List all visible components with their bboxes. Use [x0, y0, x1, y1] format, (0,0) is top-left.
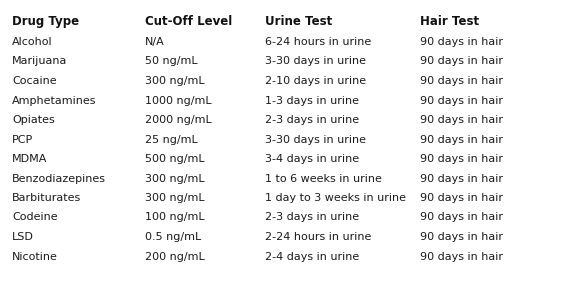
- Text: 1000 ng/mL: 1000 ng/mL: [145, 96, 211, 105]
- Text: 3-4 days in urine: 3-4 days in urine: [265, 154, 359, 164]
- Text: 90 days in hair: 90 days in hair: [420, 115, 503, 125]
- Text: 2-3 days in urine: 2-3 days in urine: [265, 115, 359, 125]
- Text: Nicotine: Nicotine: [12, 252, 58, 261]
- Text: 90 days in hair: 90 days in hair: [420, 212, 503, 222]
- Text: Hair Test: Hair Test: [420, 15, 479, 28]
- Text: 50 ng/mL: 50 ng/mL: [145, 56, 198, 67]
- Text: 200 ng/mL: 200 ng/mL: [145, 252, 205, 261]
- Text: Opiates: Opiates: [12, 115, 55, 125]
- Text: Barbiturates: Barbiturates: [12, 193, 81, 203]
- Text: 2-3 days in urine: 2-3 days in urine: [265, 212, 359, 222]
- Text: 100 ng/mL: 100 ng/mL: [145, 212, 205, 222]
- Text: 90 days in hair: 90 days in hair: [420, 154, 503, 164]
- Text: PCP: PCP: [12, 135, 33, 145]
- Text: 90 days in hair: 90 days in hair: [420, 193, 503, 203]
- Text: 2-10 days in urine: 2-10 days in urine: [265, 76, 366, 86]
- Text: 90 days in hair: 90 days in hair: [420, 252, 503, 261]
- Text: Amphetamines: Amphetamines: [12, 96, 96, 105]
- Text: 3-30 days in urine: 3-30 days in urine: [265, 56, 366, 67]
- Text: 90 days in hair: 90 days in hair: [420, 135, 503, 145]
- Text: 300 ng/mL: 300 ng/mL: [145, 173, 205, 184]
- Text: Codeine: Codeine: [12, 212, 58, 222]
- Text: 90 days in hair: 90 days in hair: [420, 232, 503, 242]
- Text: 2000 ng/mL: 2000 ng/mL: [145, 115, 211, 125]
- Text: 0.5 ng/mL: 0.5 ng/mL: [145, 232, 201, 242]
- Text: 90 days in hair: 90 days in hair: [420, 37, 503, 47]
- Text: 1 to 6 weeks in urine: 1 to 6 weeks in urine: [265, 173, 382, 184]
- Text: Urine Test: Urine Test: [265, 15, 332, 28]
- Text: Cut-Off Level: Cut-Off Level: [145, 15, 232, 28]
- Text: N/A: N/A: [145, 37, 165, 47]
- Text: 90 days in hair: 90 days in hair: [420, 56, 503, 67]
- Text: 300 ng/mL: 300 ng/mL: [145, 193, 205, 203]
- Text: Marijuana: Marijuana: [12, 56, 67, 67]
- Text: Alcohol: Alcohol: [12, 37, 53, 47]
- Text: 6-24 hours in urine: 6-24 hours in urine: [265, 37, 371, 47]
- Text: MDMA: MDMA: [12, 154, 48, 164]
- Text: 300 ng/mL: 300 ng/mL: [145, 76, 205, 86]
- Text: 2-4 days in urine: 2-4 days in urine: [265, 252, 359, 261]
- Text: 90 days in hair: 90 days in hair: [420, 76, 503, 86]
- Text: 90 days in hair: 90 days in hair: [420, 96, 503, 105]
- Text: 90 days in hair: 90 days in hair: [420, 173, 503, 184]
- Text: Drug Type: Drug Type: [12, 15, 79, 28]
- Text: 2-24 hours in urine: 2-24 hours in urine: [265, 232, 371, 242]
- Text: 1 day to 3 weeks in urine: 1 day to 3 weeks in urine: [265, 193, 406, 203]
- Text: 1-3 days in urine: 1-3 days in urine: [265, 96, 359, 105]
- Text: 500 ng/mL: 500 ng/mL: [145, 154, 205, 164]
- Text: Benzodiazepines: Benzodiazepines: [12, 173, 106, 184]
- Text: 25 ng/mL: 25 ng/mL: [145, 135, 198, 145]
- Text: 3-30 days in urine: 3-30 days in urine: [265, 135, 366, 145]
- Text: Cocaine: Cocaine: [12, 76, 57, 86]
- Text: LSD: LSD: [12, 232, 34, 242]
